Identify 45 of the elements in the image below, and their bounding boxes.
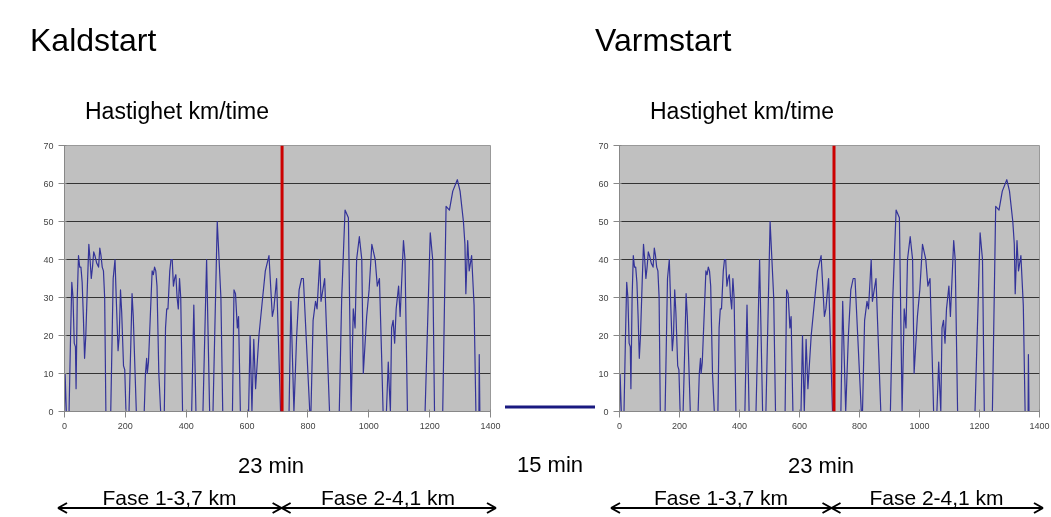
text: Fase 2-4,1 km bbox=[319, 485, 457, 511]
text: 23 min bbox=[786, 452, 855, 480]
y-tick-label: 50 bbox=[43, 216, 54, 227]
y-tick-label: 50 bbox=[598, 216, 609, 227]
chart-subtitle: Hastighet km/time bbox=[84, 97, 270, 126]
y-tick-label: 60 bbox=[598, 178, 609, 189]
chart-title: Varmstart bbox=[595, 21, 732, 60]
y-tick-label: 70 bbox=[598, 140, 609, 151]
y-tick-label: 20 bbox=[43, 330, 54, 341]
y-tick-label: 20 bbox=[598, 330, 609, 341]
x-tick-label: 1200 bbox=[969, 420, 990, 431]
text: 15 min bbox=[515, 451, 584, 479]
x-tick-label: 200 bbox=[117, 420, 133, 431]
x-tick-label: 600 bbox=[791, 420, 808, 431]
y-tick-label: 0 bbox=[603, 406, 609, 417]
x-tick-label: 400 bbox=[731, 420, 748, 431]
x-tick-label: 1000 bbox=[358, 420, 379, 431]
y-tick-label: 30 bbox=[598, 292, 609, 303]
x-tick-label: 1200 bbox=[419, 420, 440, 431]
x-tick-label: 1400 bbox=[480, 420, 501, 431]
y-tick-label: 0 bbox=[48, 406, 54, 417]
line-series bbox=[64, 179, 481, 412]
y-tick-label: 10 bbox=[598, 368, 609, 379]
y-tick-label: 40 bbox=[43, 254, 54, 265]
text: Fase 1-3,7 km bbox=[101, 485, 238, 511]
text: Fase 2-4,1 km bbox=[868, 485, 1005, 511]
x-tick-label: 0 bbox=[62, 420, 68, 431]
text: 23 min bbox=[236, 452, 305, 480]
y-tick-label: 70 bbox=[43, 140, 54, 151]
x-tick-label: 800 bbox=[300, 420, 316, 431]
chart-subtitle: Hastighet km/time bbox=[649, 97, 835, 126]
x-tick-label: 1400 bbox=[1029, 420, 1050, 431]
line-series bbox=[619, 179, 1030, 412]
text: Fase 1-3,7 km bbox=[652, 485, 790, 511]
chart-title: Kaldstart bbox=[29, 21, 157, 60]
x-tick-label: 600 bbox=[239, 420, 255, 431]
y-tick-label: 10 bbox=[43, 368, 54, 379]
x-tick-label: 200 bbox=[671, 420, 688, 431]
y-tick-label: 60 bbox=[43, 178, 54, 189]
x-tick-label: 0 bbox=[617, 420, 623, 431]
y-tick-label: 30 bbox=[43, 292, 54, 303]
x-tick-label: 800 bbox=[851, 420, 868, 431]
y-tick-label: 40 bbox=[598, 254, 609, 265]
x-tick-label: 400 bbox=[178, 420, 194, 431]
x-tick-label: 1000 bbox=[909, 420, 930, 431]
